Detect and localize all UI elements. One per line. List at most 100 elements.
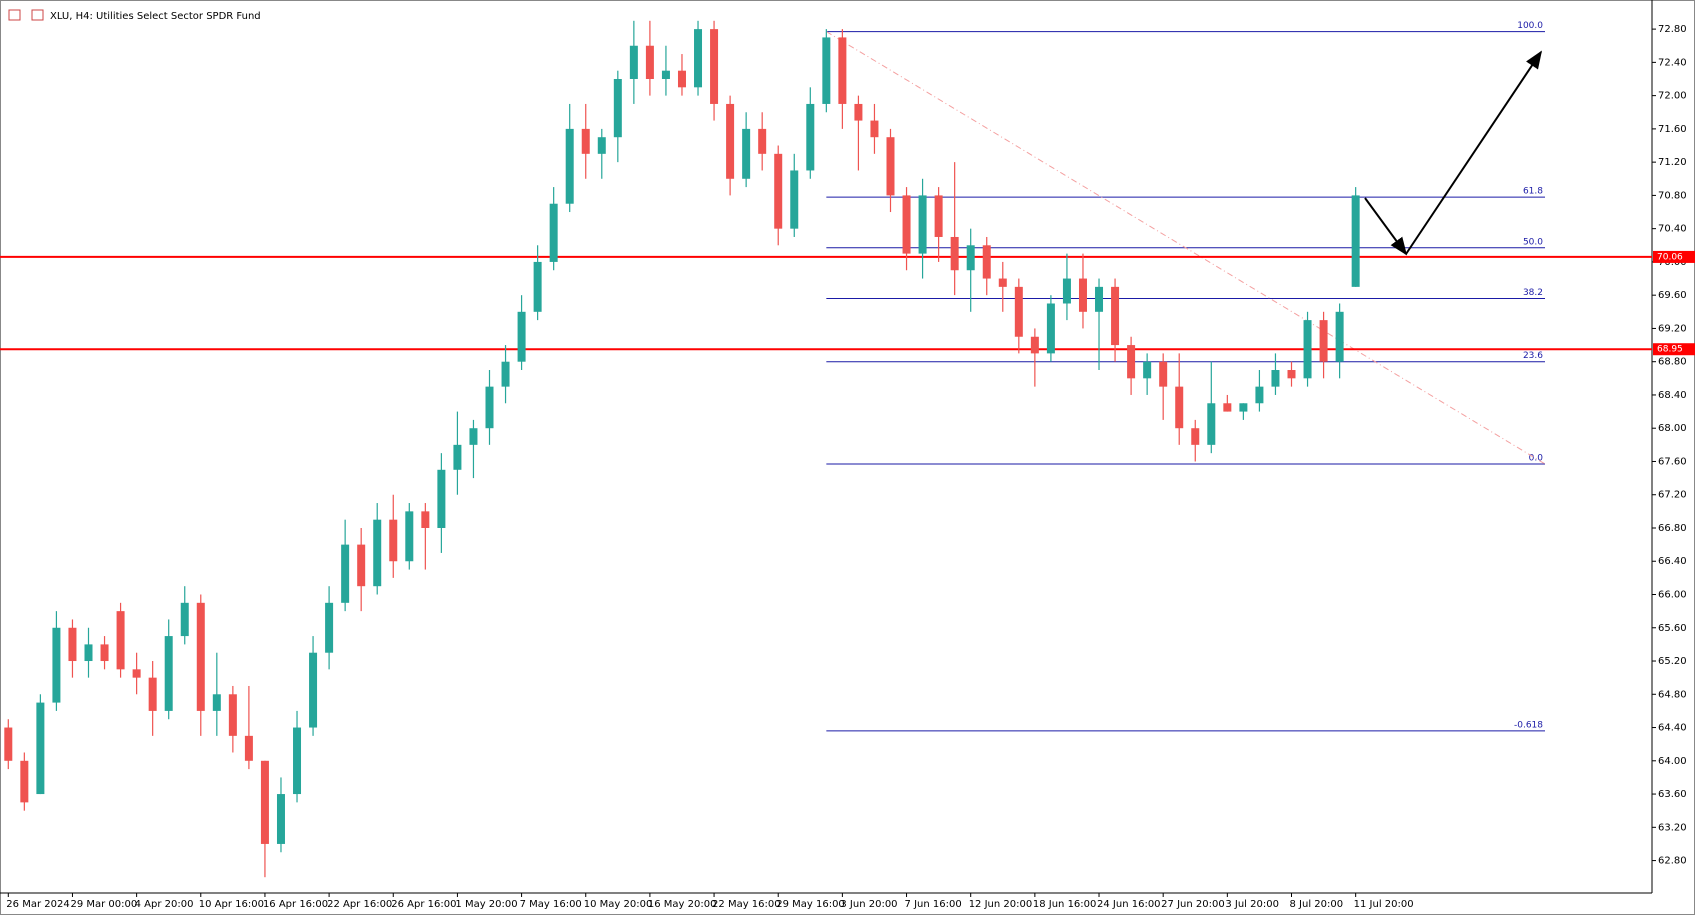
candle-body — [806, 103, 815, 171]
x-tick-label: 16 Apr 16:00 — [263, 899, 328, 910]
fib-label: 50.0 — [1523, 237, 1543, 247]
x-tick-label: 12 Jun 20:00 — [969, 899, 1033, 910]
candle-body — [597, 137, 606, 154]
candle-body — [309, 652, 318, 728]
candle-body — [373, 519, 382, 587]
y-tick-label: 62.80 — [1658, 856, 1687, 867]
candle-body — [244, 735, 253, 761]
candle-body — [1111, 286, 1120, 346]
y-tick-label: 66.40 — [1658, 556, 1687, 567]
candle-body — [1030, 336, 1039, 354]
candle-body — [4, 727, 13, 761]
candle-body — [36, 702, 45, 795]
y-tick-label: 67.60 — [1658, 456, 1687, 467]
candle-body — [950, 236, 959, 271]
candle-body — [228, 694, 237, 736]
fib-label: 61.8 — [1523, 187, 1543, 197]
y-tick-label: 70.80 — [1658, 190, 1687, 201]
candle-body — [613, 79, 622, 138]
candle-body — [100, 644, 109, 662]
candle-body — [982, 245, 991, 279]
price-label-bg — [1653, 250, 1695, 263]
y-tick-label: 64.40 — [1658, 723, 1687, 734]
x-tick-label: 8 Jul 20:00 — [1290, 899, 1344, 910]
y-tick-label: 72.40 — [1658, 57, 1687, 68]
x-tick-label: 29 May 16:00 — [776, 899, 845, 910]
x-tick-label: 22 Apr 16:00 — [327, 899, 392, 910]
candle-body — [1319, 320, 1328, 362]
x-tick-label: 11 Jul 20:00 — [1354, 899, 1414, 910]
candle-body — [1143, 361, 1152, 379]
candle-body — [325, 602, 334, 653]
candle-body — [180, 602, 189, 637]
candle-body — [726, 103, 735, 179]
candle-body — [405, 511, 414, 562]
y-tick-label: 64.80 — [1658, 689, 1687, 700]
x-tick-label: 24 Jun 16:00 — [1097, 899, 1161, 910]
y-tick-label: 65.60 — [1658, 623, 1687, 634]
candle-body — [549, 203, 558, 262]
candle-body — [1175, 386, 1184, 429]
candle-body — [998, 278, 1007, 287]
y-tick-label: 67.20 — [1658, 490, 1687, 501]
y-tick-label: 66.80 — [1658, 523, 1687, 534]
y-tick-label: 72.00 — [1658, 91, 1687, 102]
candle-body — [1255, 386, 1264, 404]
candle-body — [710, 29, 719, 104]
fib-trendline — [826, 31, 1546, 465]
price-label: 70.06 — [1657, 252, 1683, 262]
candle-body — [1207, 403, 1216, 445]
candle-body — [1351, 195, 1360, 287]
candle-body — [389, 519, 398, 562]
fib-label: -0.618 — [1514, 720, 1543, 730]
x-tick-label: 29 Mar 00:00 — [70, 899, 137, 910]
x-tick-label: 27 Jun 20:00 — [1161, 899, 1225, 910]
candle-body — [565, 128, 574, 204]
x-tick-label: 7 Jun 16:00 — [905, 899, 962, 910]
candle-body — [1335, 311, 1344, 362]
x-tick-label: 7 May 16:00 — [520, 899, 582, 910]
candle-body — [533, 261, 542, 312]
candle-body — [1159, 361, 1168, 387]
x-tick-label: 4 Apr 20:00 — [135, 899, 194, 910]
y-tick-label: 69.20 — [1658, 323, 1687, 334]
candle-body — [902, 195, 911, 254]
candle-body — [790, 170, 799, 229]
candle-body — [694, 29, 703, 88]
candle-body — [116, 611, 125, 670]
candle-body — [966, 245, 975, 271]
forecast-arrow — [1364, 197, 1408, 256]
y-tick-label: 65.20 — [1658, 656, 1687, 667]
candle-body — [501, 361, 510, 387]
candle-body — [629, 45, 638, 79]
x-tick-label: 10 May 20:00 — [584, 899, 653, 910]
x-tick-label: 3 Jul 20:00 — [1225, 899, 1279, 910]
candle-body — [341, 544, 350, 603]
x-tick-label: 1 May 20:00 — [455, 899, 517, 910]
candle-body — [1127, 345, 1136, 379]
candle-body — [84, 644, 93, 662]
candle-body — [886, 137, 895, 196]
fib-label: 100.0 — [1517, 21, 1543, 31]
y-tick-label: 68.00 — [1658, 423, 1687, 434]
candle-body — [469, 428, 478, 445]
y-tick-label: 66.00 — [1658, 590, 1687, 601]
y-tick-label: 68.80 — [1658, 357, 1687, 368]
price-label: 68.95 — [1657, 345, 1683, 355]
candle-body — [822, 37, 831, 104]
y-tick-label: 71.60 — [1658, 124, 1687, 135]
candle-body — [196, 602, 205, 711]
candle-body — [758, 128, 767, 154]
candle-body — [148, 677, 157, 711]
candle-body — [1014, 286, 1023, 337]
candle-body — [437, 469, 446, 528]
candle-body — [52, 627, 61, 703]
y-tick-label: 68.40 — [1658, 390, 1687, 401]
candle-body — [485, 386, 494, 429]
candle-body — [1095, 286, 1104, 312]
candle-body — [1239, 403, 1248, 412]
candle-body — [1191, 428, 1200, 445]
price-label-bg — [1653, 343, 1695, 356]
candle-body — [918, 195, 927, 254]
